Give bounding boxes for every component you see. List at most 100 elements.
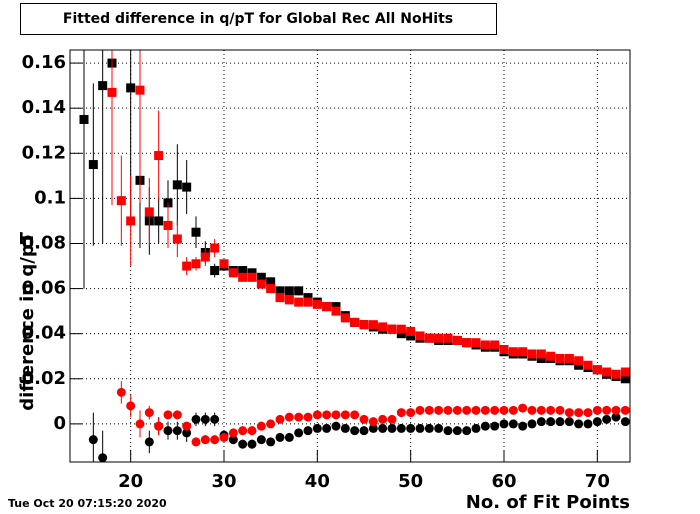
marker — [210, 243, 220, 253]
marker — [443, 426, 453, 436]
marker — [247, 426, 257, 436]
marker — [154, 421, 164, 431]
marker — [163, 220, 173, 230]
marker — [182, 261, 192, 271]
marker — [471, 338, 481, 348]
marker — [294, 412, 304, 422]
marker — [378, 423, 388, 433]
marker — [266, 277, 276, 287]
y-tick-label: 0.06 — [22, 278, 66, 299]
marker — [191, 414, 201, 424]
marker — [406, 326, 416, 336]
marker — [135, 419, 145, 429]
marker — [518, 347, 528, 357]
marker — [546, 405, 556, 415]
marker — [564, 417, 574, 427]
marker — [340, 423, 350, 433]
marker — [452, 335, 462, 345]
marker — [228, 435, 238, 445]
marker — [294, 286, 304, 296]
marker — [536, 405, 546, 415]
marker — [144, 207, 154, 217]
marker — [424, 423, 434, 433]
marker — [452, 426, 462, 436]
marker — [415, 405, 425, 415]
marker — [499, 405, 509, 415]
marker — [620, 417, 630, 427]
marker — [340, 410, 350, 420]
marker — [462, 338, 472, 348]
marker — [574, 419, 584, 429]
marker — [564, 353, 574, 363]
timestamp: Tue Oct 20 07:15:20 2020 — [8, 497, 167, 510]
marker — [266, 419, 276, 429]
marker — [294, 297, 304, 307]
marker — [583, 360, 593, 370]
marker — [443, 405, 453, 415]
marker — [163, 426, 173, 436]
marker — [536, 417, 546, 427]
marker — [396, 329, 406, 339]
marker — [620, 374, 630, 384]
marker — [275, 293, 285, 303]
marker — [546, 351, 556, 361]
marker — [312, 299, 322, 309]
marker — [312, 410, 322, 420]
marker — [191, 437, 201, 447]
chart-title: Fitted difference in q/pT for Global Rec… — [63, 11, 453, 27]
marker — [387, 414, 397, 424]
marker — [424, 333, 434, 343]
marker — [256, 435, 266, 445]
marker — [378, 414, 388, 424]
y-tick-label: 0.12 — [22, 142, 66, 163]
marker — [620, 405, 630, 415]
y-tick-label: 0.16 — [22, 52, 66, 73]
marker — [126, 216, 136, 226]
marker — [247, 439, 257, 449]
marker — [275, 432, 285, 442]
marker — [387, 324, 397, 334]
marker — [116, 196, 126, 206]
marker — [396, 408, 406, 418]
marker — [275, 286, 285, 296]
marker — [592, 365, 602, 375]
x-tick-label: 70 — [585, 471, 610, 492]
marker — [620, 367, 630, 377]
x-tick-label: 50 — [398, 471, 423, 492]
marker — [256, 279, 266, 289]
marker — [219, 259, 229, 269]
marker — [172, 410, 182, 420]
marker — [434, 333, 444, 343]
marker — [583, 419, 593, 429]
marker — [518, 421, 528, 431]
marker — [350, 426, 360, 436]
marker — [172, 426, 182, 436]
marker — [564, 408, 574, 418]
y-tick-label: 0 — [53, 413, 66, 434]
marker — [611, 369, 621, 379]
marker — [303, 426, 313, 436]
marker — [527, 419, 537, 429]
marker — [294, 428, 304, 438]
marker — [98, 81, 108, 91]
marker — [574, 360, 584, 370]
marker — [536, 349, 546, 359]
marker — [387, 423, 397, 433]
marker — [574, 408, 584, 418]
marker — [303, 297, 313, 307]
marker — [490, 421, 500, 431]
marker — [247, 272, 257, 282]
marker — [602, 367, 612, 377]
marker — [144, 437, 154, 447]
marker — [574, 356, 584, 366]
marker — [480, 421, 490, 431]
marker — [182, 428, 192, 438]
marker — [602, 414, 612, 424]
marker — [284, 412, 294, 422]
marker — [228, 428, 238, 438]
marker — [462, 405, 472, 415]
marker — [228, 268, 238, 278]
marker — [490, 405, 500, 415]
